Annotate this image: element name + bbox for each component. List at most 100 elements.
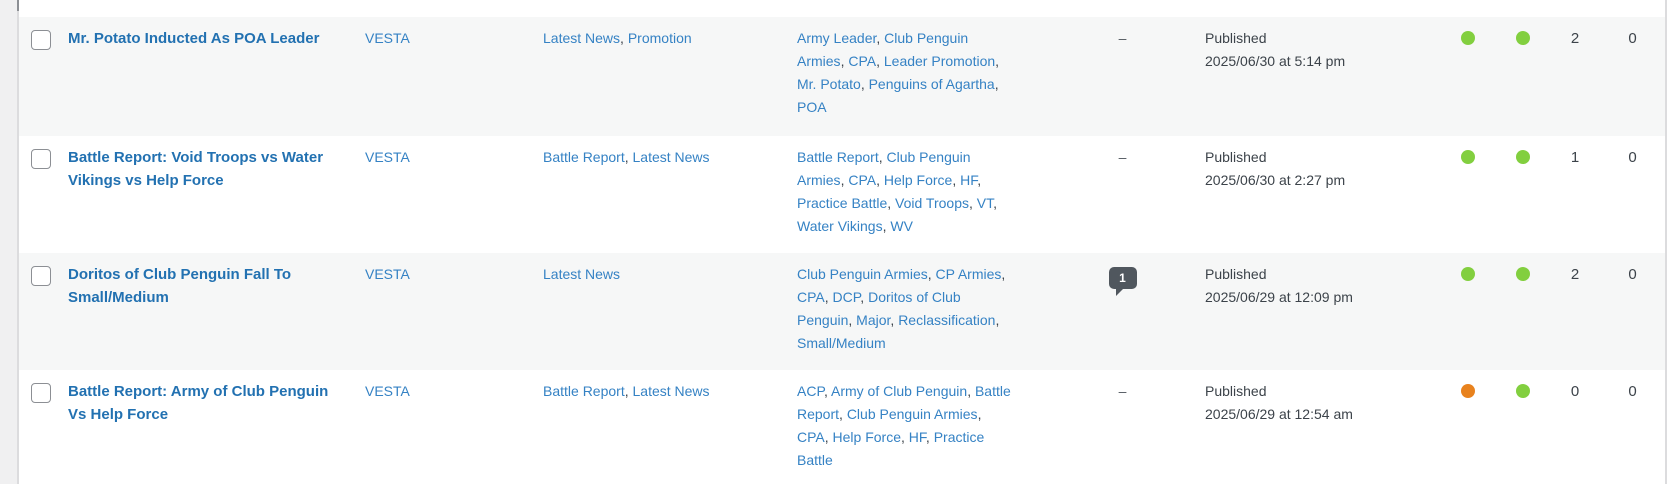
publish-status: Published <box>1205 383 1267 399</box>
tag-link[interactable]: CPA <box>848 172 877 188</box>
author-link[interactable]: VESTA <box>365 30 410 46</box>
author-cell: VESTA <box>365 370 543 487</box>
tag-link[interactable]: Battle Report <box>797 383 1011 422</box>
category-link[interactable]: Latest News <box>543 266 621 282</box>
count-cell-2: 0 <box>1628 266 1637 283</box>
tag-link[interactable]: CPA <box>797 429 825 445</box>
tag-link[interactable]: Club Penguin Armies <box>846 406 978 422</box>
publish-date: 2025/06/30 at 2:27 pm <box>1205 172 1346 188</box>
category-link[interactable]: Promotion <box>627 30 692 46</box>
tag-link[interactable]: HF <box>960 172 978 188</box>
post-title-link[interactable]: Mr. Potato Inducted As POA Leader <box>68 30 320 47</box>
tag-link[interactable]: Army Leader <box>797 30 877 46</box>
tag-link[interactable]: Club Penguin Armies <box>797 30 969 69</box>
count-cell-1: 0 <box>1570 383 1580 400</box>
tag-link[interactable]: Club Penguin Armies <box>797 149 971 188</box>
indicator-cell-2 <box>1495 370 1550 487</box>
green-status-indicator-dot <box>1460 150 1475 164</box>
author-cell: VESTA <box>365 136 543 253</box>
count-cell-1: 1 <box>1570 149 1580 166</box>
tag-link[interactable]: VT <box>976 195 994 211</box>
tag-link[interactable]: DCP <box>832 289 861 305</box>
tags-cell: Battle Report, Club Penguin Armies, CPA,… <box>797 149 997 234</box>
tags-cell: Club Penguin Armies, CP Armies, CPA, DCP… <box>797 266 1006 351</box>
comment-count-bubble[interactable]: 1 <box>1108 267 1137 296</box>
tag-link[interactable]: Leader Promotion <box>883 53 996 69</box>
post-row: Mr. Potato Inducted As POA Leader VESTA … <box>19 17 1665 136</box>
tag-link[interactable]: Void Troops <box>895 195 969 211</box>
post-title-link[interactable]: Doritos of Club Penguin Fall To Small/Me… <box>68 266 292 306</box>
count-cell-1: 2 <box>1570 30 1580 47</box>
author-link[interactable]: VESTA <box>365 149 410 165</box>
tag-link[interactable]: CPA <box>797 289 825 305</box>
category-link[interactable]: Latest News <box>632 383 710 399</box>
row-select-checkbox[interactable] <box>31 383 51 403</box>
comment-count: 1 <box>1119 271 1126 285</box>
comment-bubble-tail <box>1115 288 1124 296</box>
comments-cell: 1 <box>1050 253 1195 370</box>
author-cell: VESTA <box>365 17 543 136</box>
category-link[interactable]: Latest News <box>632 149 710 165</box>
green-status-indicator-dot <box>1460 267 1475 281</box>
row-select-checkbox[interactable] <box>31 149 51 169</box>
tag-link[interactable]: Help Force <box>832 429 901 445</box>
left-gutter <box>0 0 17 484</box>
row-select-checkbox[interactable] <box>31 30 51 50</box>
row-select-checkbox[interactable] <box>31 266 51 286</box>
category-link[interactable]: Latest News <box>543 30 621 46</box>
tag-link[interactable]: Practice Battle <box>797 429 985 468</box>
author-link[interactable]: VESTA <box>365 266 410 282</box>
green-status-indicator-dot <box>1515 31 1530 45</box>
publish-status: Published <box>1205 30 1267 46</box>
comments-cell: – <box>1050 17 1195 136</box>
tag-link[interactable]: Reclassification <box>898 312 996 328</box>
tag-link[interactable]: Doritos of Club Penguin <box>797 289 961 328</box>
date-cell: Published 2025/06/29 at 12:54 am <box>1195 370 1440 487</box>
category-link[interactable]: Battle Report <box>543 149 625 165</box>
table-left-border <box>17 0 19 484</box>
no-comments-dash: – <box>1118 149 1127 165</box>
tag-link[interactable]: Practice Battle <box>797 195 888 211</box>
post-row: Battle Report: Army of Club Penguin Vs H… <box>19 370 1665 487</box>
tag-link[interactable]: Club Penguin Armies <box>797 266 928 282</box>
post-title-link[interactable]: Battle Report: Army of Club Penguin Vs H… <box>68 383 329 423</box>
tag-link[interactable]: Water Vikings <box>797 218 883 234</box>
publish-date: 2025/06/29 at 12:09 pm <box>1205 289 1353 305</box>
comments-cell: – <box>1050 370 1195 487</box>
tag-link[interactable]: Penguins of Agartha <box>868 76 995 92</box>
count-cell-2: 0 <box>1628 30 1637 47</box>
tag-link[interactable]: Major <box>856 312 891 328</box>
publish-status: Published <box>1205 149 1267 165</box>
tag-link[interactable]: Army of Club Penguin <box>831 383 968 399</box>
tag-link[interactable]: WV <box>890 218 913 234</box>
tag-link[interactable]: Mr. Potato <box>797 76 861 92</box>
date-cell: Published 2025/06/30 at 2:27 pm <box>1195 136 1440 253</box>
indicator-cell-1 <box>1440 17 1495 136</box>
publish-date: 2025/06/29 at 12:54 am <box>1205 406 1353 422</box>
count-cell-2: 0 <box>1628 149 1637 166</box>
category-link[interactable]: Battle Report <box>543 383 625 399</box>
post-title-link[interactable]: Battle Report: Void Troops vs Water Viki… <box>68 149 324 189</box>
tag-link[interactable]: Small/Medium <box>797 335 886 351</box>
indicator-cell-1 <box>1440 253 1495 370</box>
green-status-indicator-dot <box>1515 267 1530 281</box>
indicator-cell-2 <box>1495 136 1550 253</box>
checkbox-cell <box>19 253 68 370</box>
tag-link[interactable]: CP Armies <box>935 266 1002 282</box>
tag-link[interactable]: ACP <box>797 383 824 399</box>
publish-status: Published <box>1205 266 1267 282</box>
categories-cell: Latest News <box>543 253 797 370</box>
tag-link[interactable]: Help Force <box>883 172 953 188</box>
date-cell: Published 2025/06/30 at 5:14 pm <box>1195 17 1440 136</box>
author-link[interactable]: VESTA <box>365 383 410 399</box>
tag-link[interactable]: Battle Report <box>797 149 879 165</box>
scrollbar-thumb[interactable] <box>17 0 19 11</box>
posts-rows: Mr. Potato Inducted As POA Leader VESTA … <box>19 17 1665 487</box>
table-top-strip <box>19 0 1665 17</box>
tags-cell: Army Leader, Club Penguin Armies, CPA, L… <box>797 30 1000 115</box>
tag-link[interactable]: CPA <box>848 53 877 69</box>
post-row: Battle Report: Void Troops vs Water Viki… <box>19 136 1665 253</box>
tag-link[interactable]: HF <box>908 429 926 445</box>
tag-link[interactable]: POA <box>797 99 827 115</box>
